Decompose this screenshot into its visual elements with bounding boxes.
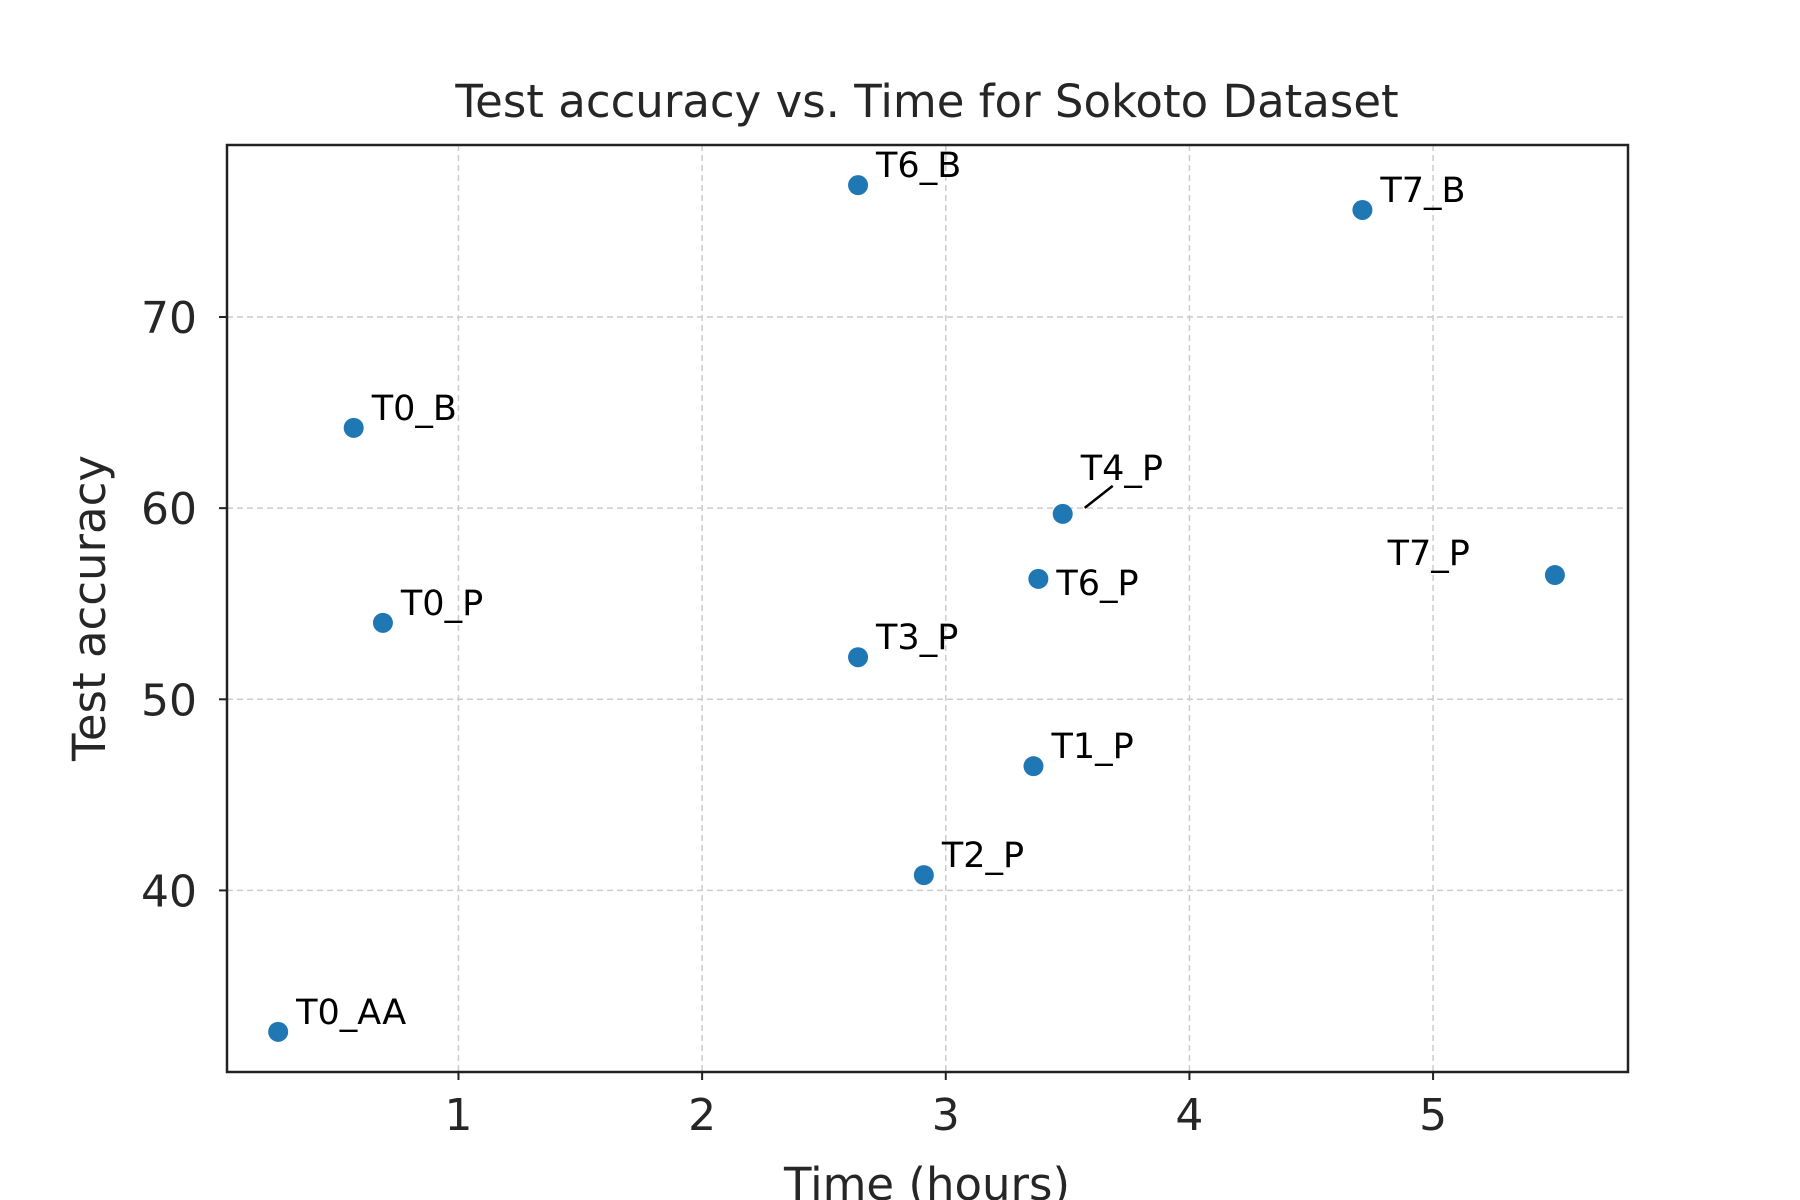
data-point bbox=[913, 865, 934, 886]
x-tick-label: 2 bbox=[688, 1090, 716, 1141]
x-tick-label: 3 bbox=[932, 1090, 960, 1141]
data-point bbox=[1023, 756, 1044, 777]
point-label: T0_B bbox=[371, 389, 457, 429]
data-point bbox=[848, 175, 869, 196]
chart-title: Test accuracy vs. Time for Sokoto Datase… bbox=[454, 75, 1398, 128]
data-point bbox=[343, 417, 364, 438]
point-label: T1_P bbox=[1050, 727, 1133, 767]
data-points: T0_AA T0_B T0_P T1_P T2_P T3_P T4_P T6_B T6_P T7_… bbox=[268, 146, 1565, 1042]
point-label: T6_P bbox=[1055, 564, 1138, 604]
y-tick-label: 50 bbox=[141, 675, 197, 726]
x-tick-label: 5 bbox=[1419, 1090, 1447, 1141]
point-label: T3_P bbox=[875, 618, 958, 658]
y-tick-label: 40 bbox=[141, 866, 197, 917]
point-label: T2_P bbox=[941, 836, 1024, 876]
point-label: T4_P bbox=[1080, 449, 1163, 489]
grid-lines bbox=[227, 145, 1628, 1072]
axis-ticks: 1 2 3 4 5 40 50 60 70 bbox=[141, 293, 1447, 1141]
point-label: T6_B bbox=[875, 146, 961, 186]
point-label: T0_AA bbox=[295, 993, 406, 1033]
data-point bbox=[1544, 565, 1565, 586]
x-tick-label: 1 bbox=[444, 1090, 472, 1141]
x-axis-label: Time (hours) bbox=[783, 1158, 1070, 1200]
plot-area-frame bbox=[225, 143, 1630, 1074]
y-tick-label: 70 bbox=[141, 293, 197, 344]
annotation-leader-line bbox=[1083, 484, 1114, 509]
data-point bbox=[1052, 503, 1073, 524]
y-axis-label: Test accuracy bbox=[63, 455, 116, 762]
data-point bbox=[1352, 199, 1373, 220]
point-label: T7_P bbox=[1387, 534, 1470, 574]
y-tick-label: 60 bbox=[141, 484, 197, 535]
point-label: T7_B bbox=[1379, 171, 1465, 211]
data-point bbox=[372, 612, 393, 633]
x-tick-label: 4 bbox=[1175, 1090, 1203, 1141]
point-label: T0_P bbox=[400, 584, 483, 624]
data-point bbox=[268, 1021, 289, 1042]
data-point bbox=[848, 647, 869, 668]
data-point bbox=[1028, 568, 1049, 589]
